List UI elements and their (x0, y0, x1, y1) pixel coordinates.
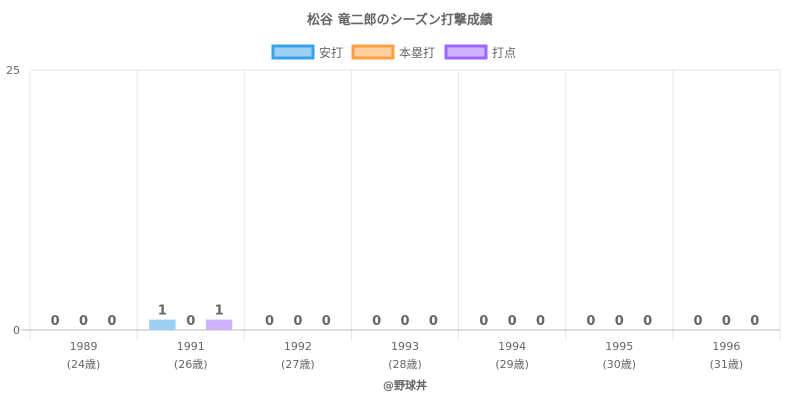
data-label: 0 (643, 314, 652, 329)
grid-lines (22, 69, 781, 340)
legend-item-3: 打点 (444, 44, 516, 60)
x-tick-age: (30歳) (602, 358, 636, 371)
data-label: 0 (722, 314, 731, 329)
data-label: 0 (694, 314, 703, 329)
legend-label-2: 本塁打 (399, 46, 435, 60)
data-label: 0 (586, 314, 595, 329)
legend-swatch-1 (271, 44, 315, 60)
data-label: 0 (293, 314, 302, 329)
bar (205, 319, 233, 330)
legend-item-1: 安打 (271, 44, 343, 60)
x-tick-age: (27歳) (281, 358, 315, 371)
data-label: 0 (372, 314, 381, 329)
x-axis: 1989 (24歳) 1991 (26歳) 1992 (27歳) 1993 (28歳) 1994… (67, 340, 743, 371)
data-label: 0 (429, 314, 438, 329)
legend-label-3: 打点 (492, 46, 516, 60)
data-label: 0 (107, 314, 116, 329)
data-label: 0 (322, 314, 331, 329)
x-tick-year: 1993 (391, 340, 419, 353)
y-tick-label: 25 (6, 64, 20, 77)
chart-title: 松谷 竜二郎のシーズン打撃成績 (307, 12, 493, 28)
data-label: 0 (265, 314, 274, 329)
x-tick-year: 1992 (284, 340, 312, 353)
x-tick-year: 1989 (70, 340, 98, 353)
x-tick-year: 1996 (712, 340, 740, 353)
footer-credit: @野球丼 (383, 378, 427, 392)
data-label: 1 (215, 304, 224, 319)
data-label: 0 (615, 314, 624, 329)
data-label: 1 (158, 304, 167, 319)
x-tick-year: 1995 (605, 340, 633, 353)
legend-swatch-3 (444, 44, 488, 60)
data-label: 0 (186, 314, 195, 329)
bar (149, 319, 176, 330)
legend-swatch-2 (351, 44, 395, 60)
bar-series (149, 319, 233, 330)
data-label: 0 (536, 314, 545, 329)
x-tick-year: 1994 (498, 340, 526, 353)
data-label: 0 (400, 314, 409, 329)
data-labels: 0 0 0 1 0 1 0 0 0 0 0 0 0 0 0 0 0 0 0 0 0 (51, 304, 760, 329)
chart-legend: 安打 本塁打 打点 (271, 44, 516, 60)
legend-item-2: 本塁打 (351, 44, 435, 60)
x-tick-age: (26歳) (174, 358, 208, 371)
data-label: 0 (479, 314, 488, 329)
data-label: 0 (508, 314, 517, 329)
x-tick-age: (24歳) (67, 358, 101, 371)
data-label: 0 (750, 314, 759, 329)
x-tick-year: 1991 (177, 340, 205, 353)
data-label: 0 (51, 314, 60, 329)
data-label: 0 (79, 314, 88, 329)
y-axis: 0 25 (6, 64, 20, 337)
x-tick-age: (28歳) (388, 358, 422, 371)
x-tick-age: (31歳) (710, 358, 744, 371)
legend-label-1: 安打 (319, 45, 343, 60)
x-tick-age: (29歳) (495, 358, 529, 371)
y-tick-label: 0 (13, 324, 20, 337)
